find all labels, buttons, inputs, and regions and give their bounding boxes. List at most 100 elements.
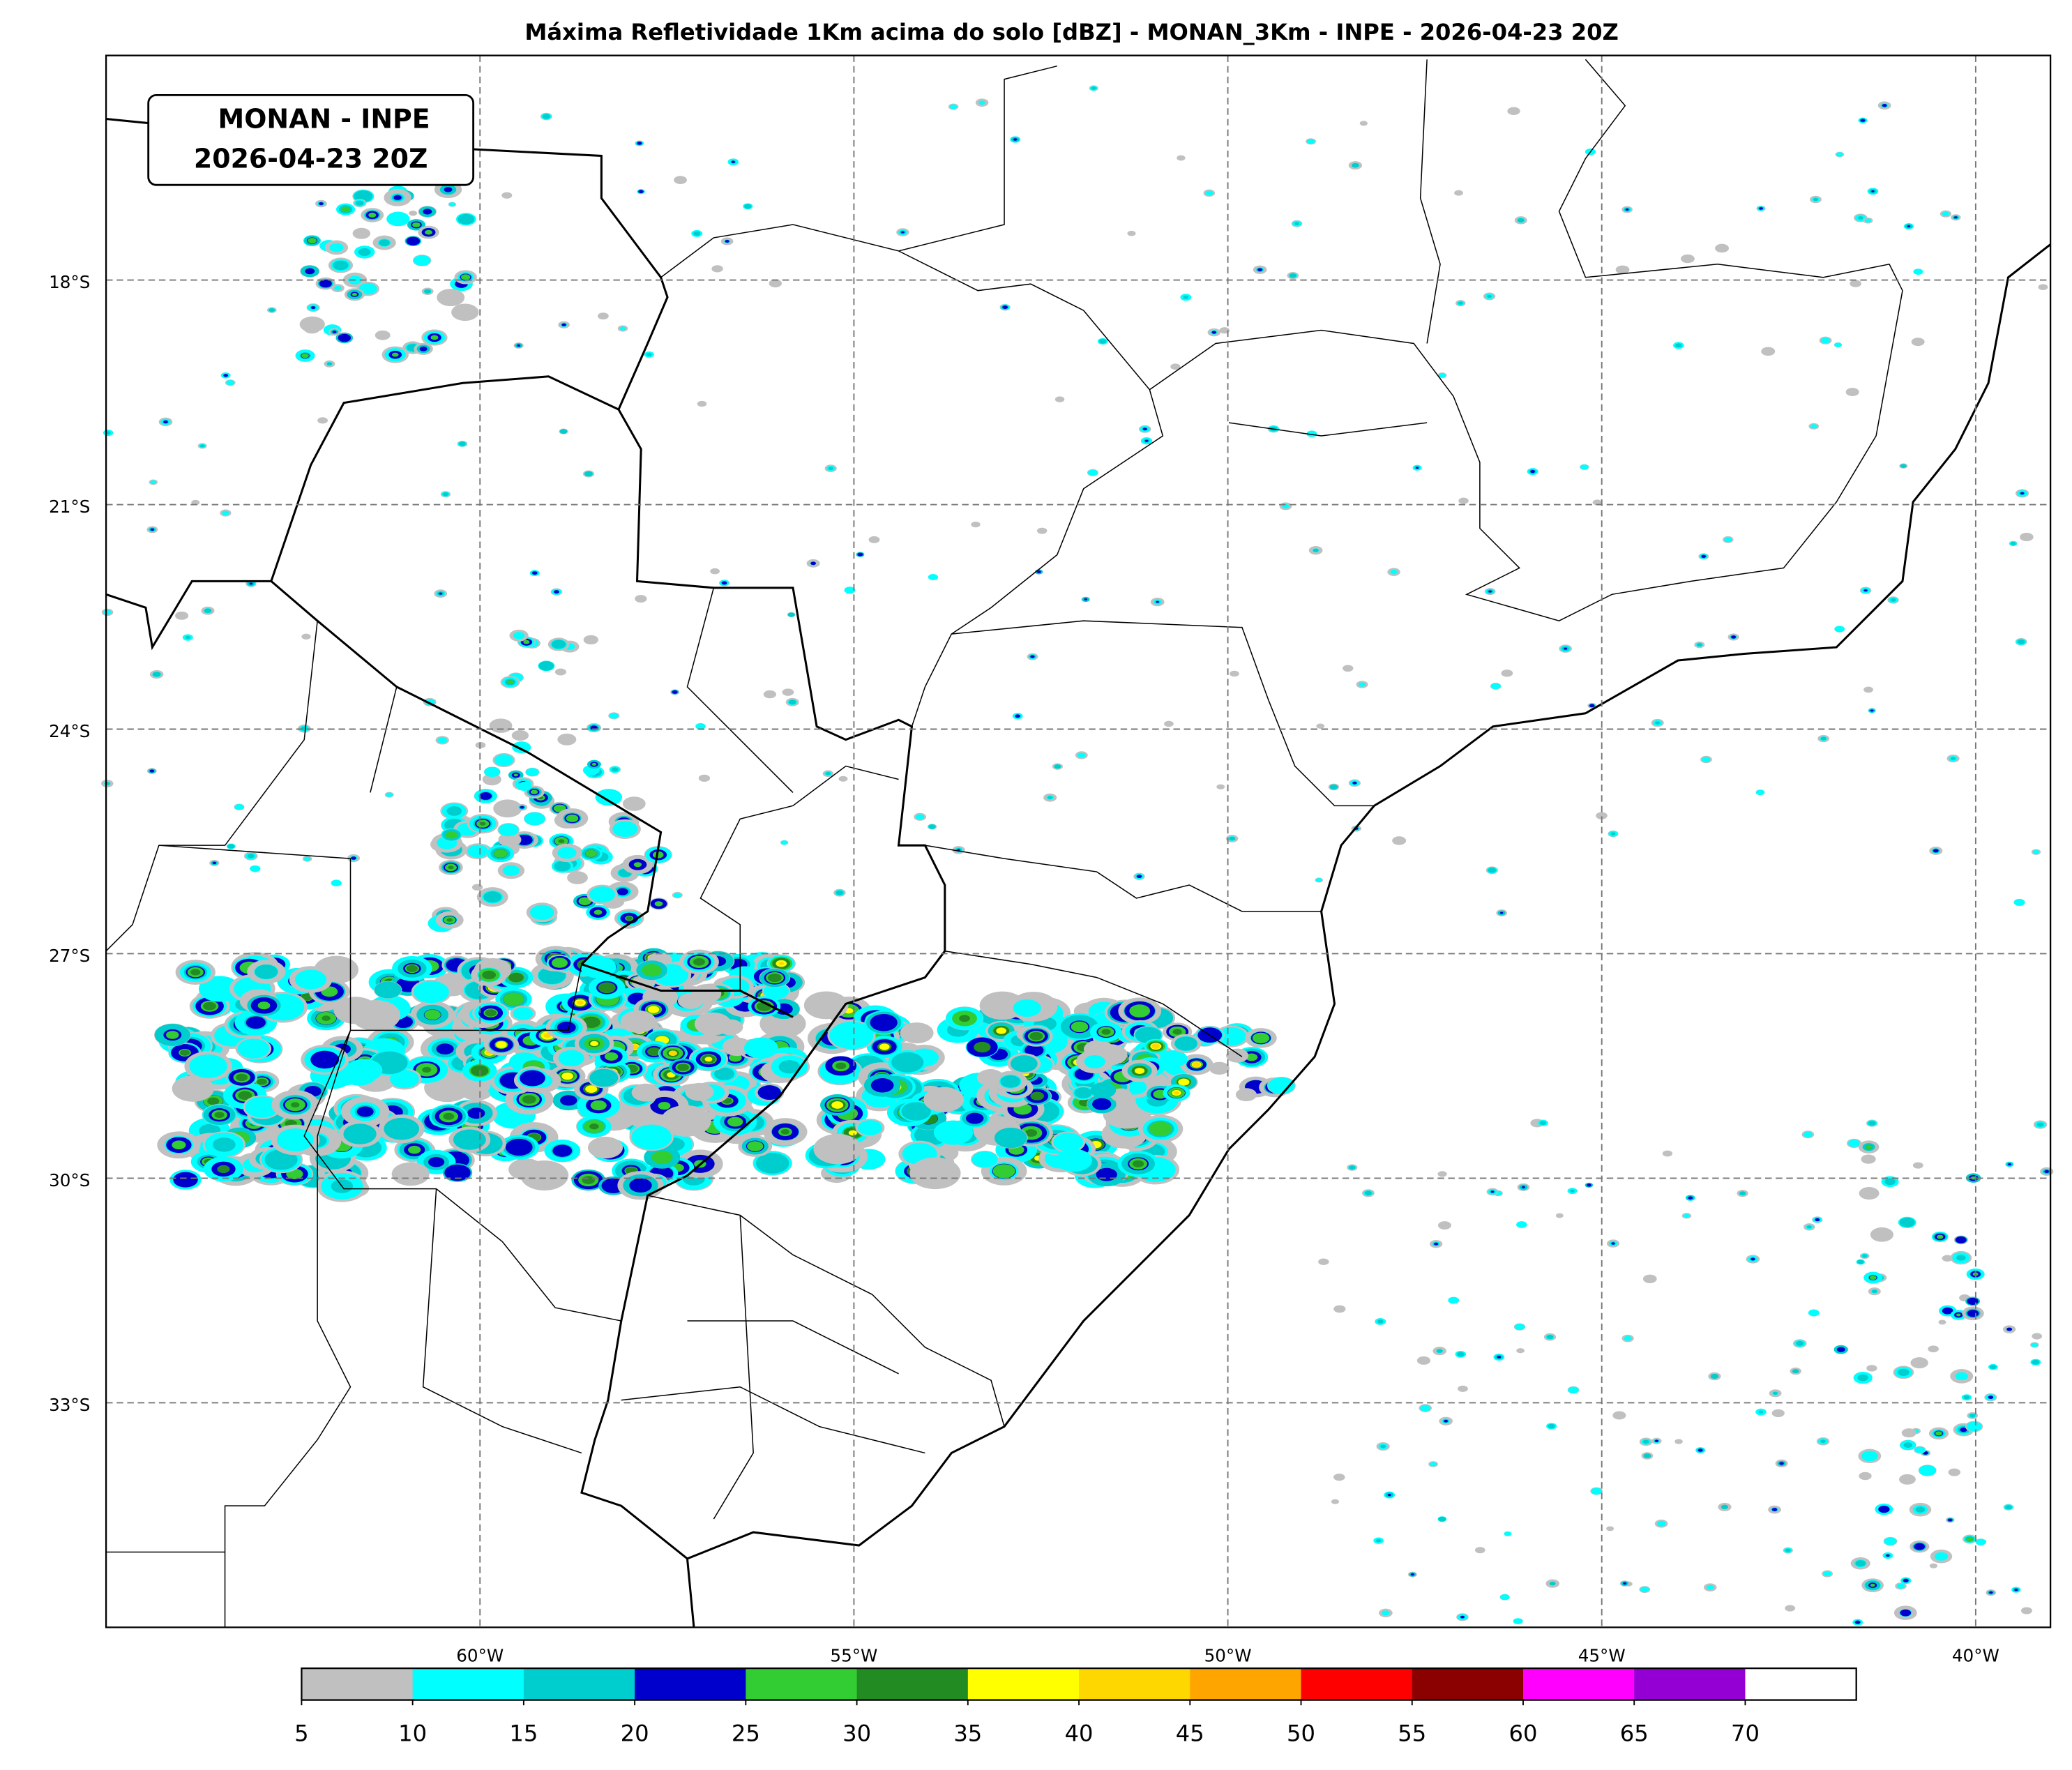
echo xyxy=(461,274,471,280)
echo xyxy=(1721,1504,1728,1510)
echo xyxy=(870,1013,898,1031)
echo xyxy=(345,1059,383,1082)
echo xyxy=(1306,139,1315,144)
echo xyxy=(457,213,475,225)
echo xyxy=(1963,1395,1970,1400)
echo xyxy=(1643,1453,1651,1458)
echo xyxy=(391,1162,430,1186)
echo xyxy=(1380,1444,1386,1448)
echo xyxy=(508,972,524,983)
echo xyxy=(1315,878,1322,882)
echo xyxy=(331,879,342,886)
echo xyxy=(1183,295,1189,299)
echo xyxy=(589,1068,619,1087)
echo xyxy=(1942,211,1950,216)
echo xyxy=(1488,590,1492,593)
echo xyxy=(203,1001,216,1011)
echo xyxy=(1911,338,1925,347)
annotation-line: MONAN - INPE xyxy=(218,104,430,135)
echo xyxy=(559,429,568,434)
echo xyxy=(1387,1493,1391,1497)
echo xyxy=(374,981,402,999)
echo xyxy=(190,969,201,976)
echo xyxy=(1773,1391,1778,1395)
echo xyxy=(1516,1348,1525,1354)
echo xyxy=(172,1140,186,1150)
echo xyxy=(479,792,492,800)
echo xyxy=(901,1102,931,1121)
echo xyxy=(379,239,390,246)
map-background xyxy=(106,55,2051,1628)
echo xyxy=(1178,1078,1190,1086)
echo xyxy=(554,668,566,676)
echo xyxy=(424,1009,441,1020)
echo xyxy=(1430,1462,1437,1467)
echo xyxy=(2032,1333,2043,1340)
echo xyxy=(848,1130,857,1136)
echo xyxy=(424,289,432,294)
echo xyxy=(407,1145,421,1154)
echo xyxy=(1863,686,1873,693)
echo xyxy=(647,1006,660,1013)
echo xyxy=(1586,1183,1591,1187)
echo xyxy=(1761,347,1776,356)
echo xyxy=(1570,1189,1575,1193)
echo xyxy=(1642,1274,1657,1283)
echo xyxy=(1268,1077,1295,1094)
echo xyxy=(578,897,591,905)
echo xyxy=(1935,1431,1942,1436)
echo xyxy=(1771,1508,1778,1511)
echo xyxy=(778,962,784,965)
echo xyxy=(1655,721,1661,725)
echo xyxy=(319,280,332,288)
echo xyxy=(743,204,752,209)
echo xyxy=(622,796,646,811)
echo xyxy=(1252,1032,1270,1044)
x-tick-label: 55°W xyxy=(830,1646,877,1666)
echo xyxy=(1915,1506,1926,1513)
colorbar-swatch xyxy=(1745,1668,1857,1700)
echo xyxy=(1785,1605,1796,1612)
echo xyxy=(2020,1607,2032,1614)
echo xyxy=(1013,138,1018,141)
echo xyxy=(879,1043,890,1050)
echo xyxy=(768,973,782,983)
echo xyxy=(448,865,454,870)
echo xyxy=(971,1151,998,1168)
echo xyxy=(341,206,350,213)
echo xyxy=(501,192,513,199)
echo xyxy=(1077,752,1086,758)
echo xyxy=(1030,1091,1044,1100)
echo xyxy=(891,1052,924,1073)
echo xyxy=(442,492,449,497)
echo xyxy=(234,804,244,810)
echo xyxy=(436,1043,454,1054)
echo xyxy=(1933,849,1939,853)
echo xyxy=(1024,1129,1038,1137)
echo xyxy=(1517,218,1525,222)
echo xyxy=(2014,1588,2018,1591)
colorbar-tick-label: 10 xyxy=(398,1720,427,1746)
echo xyxy=(437,289,465,307)
echo xyxy=(685,1082,714,1101)
echo xyxy=(1850,280,1861,287)
echo xyxy=(1036,527,1048,534)
echo xyxy=(994,1128,1027,1149)
echo xyxy=(1096,1167,1117,1181)
echo xyxy=(204,608,212,613)
echo xyxy=(532,571,538,575)
y-tick-label: 21°S xyxy=(49,497,90,517)
echo xyxy=(1054,764,1061,769)
echo xyxy=(1349,1165,1356,1170)
echo xyxy=(173,1172,198,1188)
echo xyxy=(1313,548,1319,552)
echo xyxy=(1514,1324,1525,1331)
echo xyxy=(525,768,539,777)
echo xyxy=(2013,898,2025,906)
echo xyxy=(552,1144,573,1157)
echo xyxy=(714,1067,734,1080)
echo xyxy=(384,1117,420,1140)
echo xyxy=(725,240,729,243)
echo xyxy=(1868,1121,1876,1126)
echo xyxy=(1947,1518,1953,1522)
